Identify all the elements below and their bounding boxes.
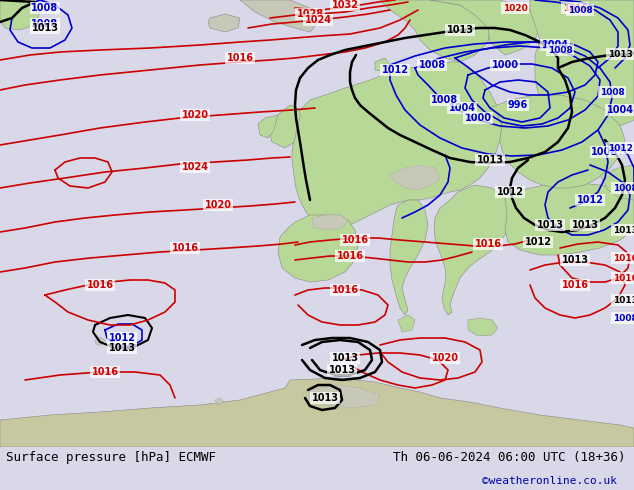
Text: 1016: 1016: [332, 285, 358, 295]
Text: 1016: 1016: [612, 253, 634, 263]
Polygon shape: [312, 215, 348, 230]
Polygon shape: [95, 337, 105, 345]
Text: 1020: 1020: [205, 200, 231, 210]
Text: 1008: 1008: [612, 314, 634, 322]
Text: 1008: 1008: [32, 19, 58, 29]
Text: 1012: 1012: [496, 187, 524, 197]
Polygon shape: [292, 62, 502, 228]
Text: 1013: 1013: [328, 365, 356, 375]
Text: 1016: 1016: [172, 243, 198, 253]
Text: 1016: 1016: [474, 239, 501, 249]
Text: 1012: 1012: [576, 195, 604, 205]
Text: 1012: 1012: [607, 144, 633, 152]
Polygon shape: [268, 105, 305, 148]
Text: 1016: 1016: [91, 367, 119, 377]
Polygon shape: [208, 14, 240, 32]
Polygon shape: [380, 0, 490, 62]
Text: 1008: 1008: [600, 88, 624, 97]
Polygon shape: [600, 165, 634, 200]
Text: 1013: 1013: [446, 25, 474, 35]
Text: 1013: 1013: [311, 393, 339, 403]
Polygon shape: [0, 0, 40, 30]
Text: 1008: 1008: [567, 5, 592, 15]
Text: 1013: 1013: [612, 225, 634, 235]
Polygon shape: [375, 58, 390, 72]
Text: 1016: 1016: [226, 53, 254, 63]
Text: 1024: 1024: [304, 15, 332, 25]
Text: 1016: 1016: [612, 273, 634, 283]
Text: Surface pressure [hPa] ECMWF: Surface pressure [hPa] ECMWF: [6, 451, 216, 464]
Text: 1004: 1004: [448, 103, 476, 113]
Text: 1016: 1016: [86, 280, 113, 290]
Text: 1020: 1020: [432, 353, 458, 363]
Text: 1016: 1016: [562, 280, 588, 290]
Text: 1012: 1012: [524, 237, 552, 247]
Text: 1013: 1013: [571, 220, 598, 230]
Polygon shape: [398, 315, 415, 332]
Text: 1016: 1016: [342, 235, 368, 245]
Polygon shape: [390, 200, 428, 315]
Text: 1008: 1008: [612, 183, 634, 193]
Text: 1028: 1028: [297, 9, 323, 19]
Text: 1008: 1008: [32, 3, 58, 13]
Text: 1012: 1012: [108, 333, 136, 343]
Text: 1032: 1032: [332, 0, 358, 10]
Polygon shape: [390, 165, 440, 190]
Text: 1000: 1000: [465, 113, 491, 123]
Text: 1016: 1016: [562, 3, 588, 13]
Polygon shape: [434, 185, 510, 315]
Polygon shape: [430, 0, 540, 55]
Text: 1013: 1013: [477, 155, 503, 165]
Text: 1013: 1013: [108, 343, 136, 353]
Text: 996: 996: [508, 100, 528, 110]
Text: 1008: 1008: [432, 95, 458, 105]
Text: 1004: 1004: [607, 105, 633, 115]
Text: 1016: 1016: [337, 251, 363, 261]
Polygon shape: [258, 115, 278, 138]
Text: 1013: 1013: [332, 353, 358, 363]
Polygon shape: [468, 318, 498, 336]
Text: 1013: 1013: [32, 23, 58, 33]
Text: 1012: 1012: [382, 65, 408, 75]
Text: 1013: 1013: [607, 49, 633, 58]
Text: 1008: 1008: [418, 60, 446, 70]
Polygon shape: [0, 378, 634, 447]
Polygon shape: [240, 0, 320, 32]
Text: 1013: 1013: [562, 255, 588, 265]
Text: 1013: 1013: [612, 295, 634, 304]
Text: 1013: 1013: [536, 220, 564, 230]
Text: ©weatheronline.co.uk: ©weatheronline.co.uk: [482, 476, 617, 487]
Text: 1008: 1008: [592, 147, 619, 157]
Polygon shape: [278, 215, 358, 282]
Text: 1008: 1008: [548, 46, 573, 54]
Text: 1024: 1024: [181, 162, 209, 172]
Polygon shape: [308, 385, 380, 408]
Polygon shape: [530, 0, 634, 130]
Text: 1004: 1004: [541, 40, 569, 50]
Polygon shape: [215, 398, 224, 405]
Polygon shape: [505, 182, 634, 255]
Text: Th 06-06-2024 06:00 UTC (18+36): Th 06-06-2024 06:00 UTC (18+36): [393, 451, 626, 464]
Text: 1020: 1020: [503, 3, 527, 13]
Text: 1000: 1000: [491, 60, 519, 70]
Polygon shape: [490, 95, 625, 188]
Text: 1020: 1020: [181, 110, 209, 120]
